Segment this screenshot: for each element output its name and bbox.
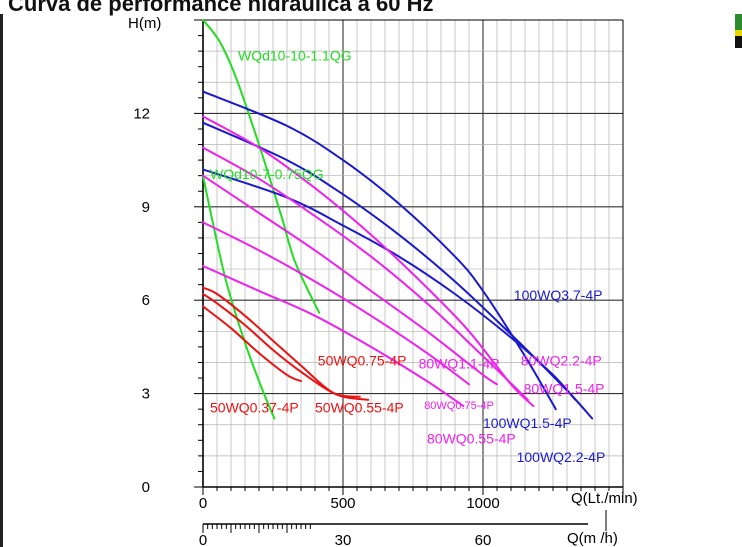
curve-label: 50WQ0.37-4P	[210, 399, 299, 415]
x-tick-label: 500	[330, 495, 355, 512]
curve-label: 50WQ0.75-4P	[318, 353, 407, 369]
axes	[194, 19, 624, 533]
tick-labels: 0 3 6 9 12 0 500 1000 0 30 60	[133, 105, 499, 547]
x-tick-label: 0	[199, 495, 207, 512]
y-tick-label: 12	[133, 105, 150, 122]
curve-80wq0-55-4p	[202, 265, 465, 408]
y-tick-label: 0	[142, 479, 150, 496]
grid	[203, 19, 623, 487]
corner-stripe-yellow	[735, 30, 742, 36]
curve-label: 100WQ1.5-4P	[483, 415, 572, 431]
x-axis-label: Q(Lt./min)	[571, 490, 638, 507]
x2-tick-label: 30	[335, 532, 352, 547]
curve-label: WQd10-7-0.75QG	[210, 166, 324, 182]
curve-label: 80WQ0.55-4P	[427, 430, 516, 446]
curve-label: 80WQ1.5-4P	[524, 381, 605, 397]
curve-label: 80WQ2.2-4P	[521, 353, 602, 369]
curve-80wq1-1-4p	[202, 174, 498, 386]
curve-wqd10-10-1-1qg	[202, 19, 321, 314]
x2-tick-label: 60	[475, 532, 492, 547]
curve-label: 100WQ3.7-4P	[514, 287, 603, 303]
y-tick-label: 3	[142, 386, 150, 403]
curve-label: WQd10-10-1.1QG	[238, 47, 352, 63]
curve-label: 80WQ0.75-4P	[424, 400, 494, 412]
curve-80wq1-5-4p	[202, 146, 529, 401]
curve-80wq0-75-4p	[202, 221, 470, 386]
curve-label: 50WQ0.55-4P	[315, 399, 404, 415]
x2-tick-label: 0	[199, 532, 207, 547]
corner-stripe-dark	[735, 36, 742, 48]
y-axis-label: H(m)	[128, 15, 161, 32]
curve-label: 80WQ1.1-4P	[419, 356, 500, 372]
y-tick-label: 9	[142, 199, 150, 216]
y-tick-label: 6	[142, 292, 150, 309]
corner-stripe-green	[735, 14, 742, 30]
page-title: Curva de performance hidráulica a 60 Hz	[8, 0, 434, 16]
curve-50wq0-37-4p	[202, 305, 302, 383]
x-tick-label: 1000	[466, 495, 499, 512]
curves	[202, 19, 594, 420]
curve-50wq0-55-4p	[202, 293, 361, 398]
curve-labels: WQd10-10-1.1QG WQd10-7-0.75QG 100WQ3.7-4P 8…	[210, 47, 605, 465]
curve-label: 100WQ2.2-4P	[517, 449, 606, 465]
left-border	[0, 14, 3, 547]
x2-axis-label: Q(m /h)	[567, 530, 618, 547]
